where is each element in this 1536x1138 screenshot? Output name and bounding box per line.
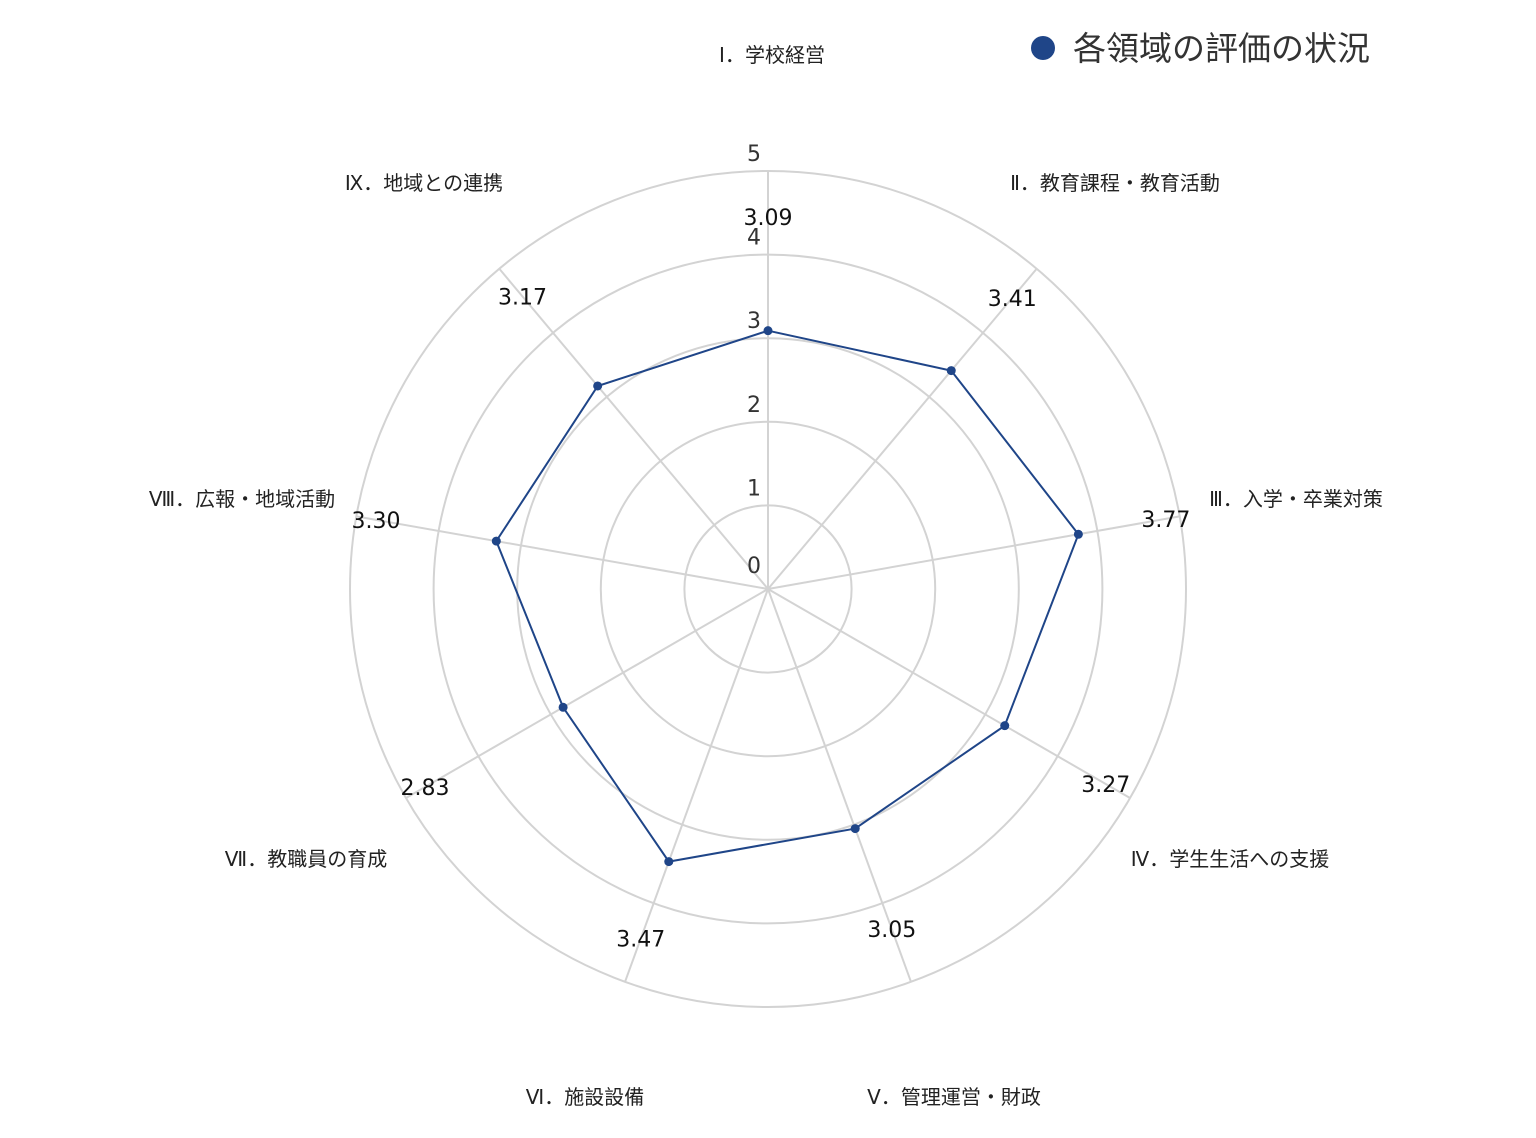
data-label: 3.09 — [744, 206, 793, 231]
data-point[interactable] — [763, 326, 773, 336]
axis-spoke — [498, 268, 769, 590]
data-label: 3.30 — [352, 509, 401, 534]
tick-label: 5 — [747, 142, 761, 167]
series-layer — [491, 326, 1083, 867]
axis-label: Ⅴ．管理運営・財政 — [867, 1085, 1041, 1109]
data-point[interactable] — [946, 366, 956, 376]
tick-label: 1 — [747, 476, 761, 501]
data-point[interactable] — [558, 702, 568, 712]
axis-spoke — [767, 588, 1131, 799]
tick-label: 4 — [747, 226, 761, 251]
axis-label: Ⅱ．教育課程・教育活動 — [1010, 171, 1220, 195]
data-label: 3.41 — [988, 287, 1037, 312]
axis-label: Ⅰ．学校経営 — [719, 43, 825, 67]
axis-label: Ⅳ．学生生活への支援 — [1131, 847, 1329, 871]
axis-spoke — [405, 588, 769, 799]
axis-label: Ⅵ．施設設備 — [526, 1085, 644, 1109]
axis-spoke — [767, 588, 912, 983]
radar-grid — [349, 170, 1187, 1008]
axis-label: Ⅶ．教職員の育成 — [225, 847, 387, 871]
axis-label: Ⅸ．地域との連携 — [345, 171, 503, 195]
axis-spoke — [767, 268, 1038, 590]
axis-spoke — [356, 515, 769, 590]
data-label: 3.77 — [1141, 508, 1190, 533]
value-labels: 3.09 3.41 3.77 3.27 3.05 3.47 2.83 3.30 3.17 — [352, 206, 1191, 953]
legend[interactable]: 各領域の評価の状況 — [1031, 29, 1370, 68]
data-label: 3.17 — [498, 285, 547, 310]
tick-label: 0 — [747, 554, 761, 579]
tick-label: 3 — [747, 309, 761, 334]
data-point[interactable] — [850, 824, 860, 834]
series-line — [495, 329, 1080, 863]
legend-label: 各領域の評価の状況 — [1073, 29, 1370, 68]
data-point[interactable] — [1000, 721, 1010, 731]
axis-label: Ⅲ．入学・卒業対策 — [1209, 487, 1383, 511]
legend-marker-icon — [1031, 36, 1055, 60]
axis-labels: Ⅰ．学校経営 Ⅱ．教育課程・教育活動 Ⅲ．入学・卒業対策 Ⅳ．学生生活への支援 Ⅴ．管理… — [149, 43, 1383, 1109]
data-label: 2.83 — [401, 776, 450, 801]
data-point[interactable] — [491, 536, 501, 546]
data-point[interactable] — [1073, 529, 1083, 539]
data-label: 3.47 — [616, 928, 665, 953]
axis-label: Ⅷ．広報・地域活動 — [149, 487, 335, 511]
radial-tick-labels: 0 1 2 3 4 5 — [747, 142, 761, 579]
axis-spoke — [624, 588, 769, 983]
data-label: 3.27 — [1081, 773, 1130, 798]
data-point[interactable] — [664, 857, 674, 867]
data-point[interactable] — [593, 381, 603, 391]
tick-label: 2 — [747, 393, 761, 418]
axis-spoke — [767, 515, 1180, 590]
data-label: 3.05 — [867, 918, 916, 943]
